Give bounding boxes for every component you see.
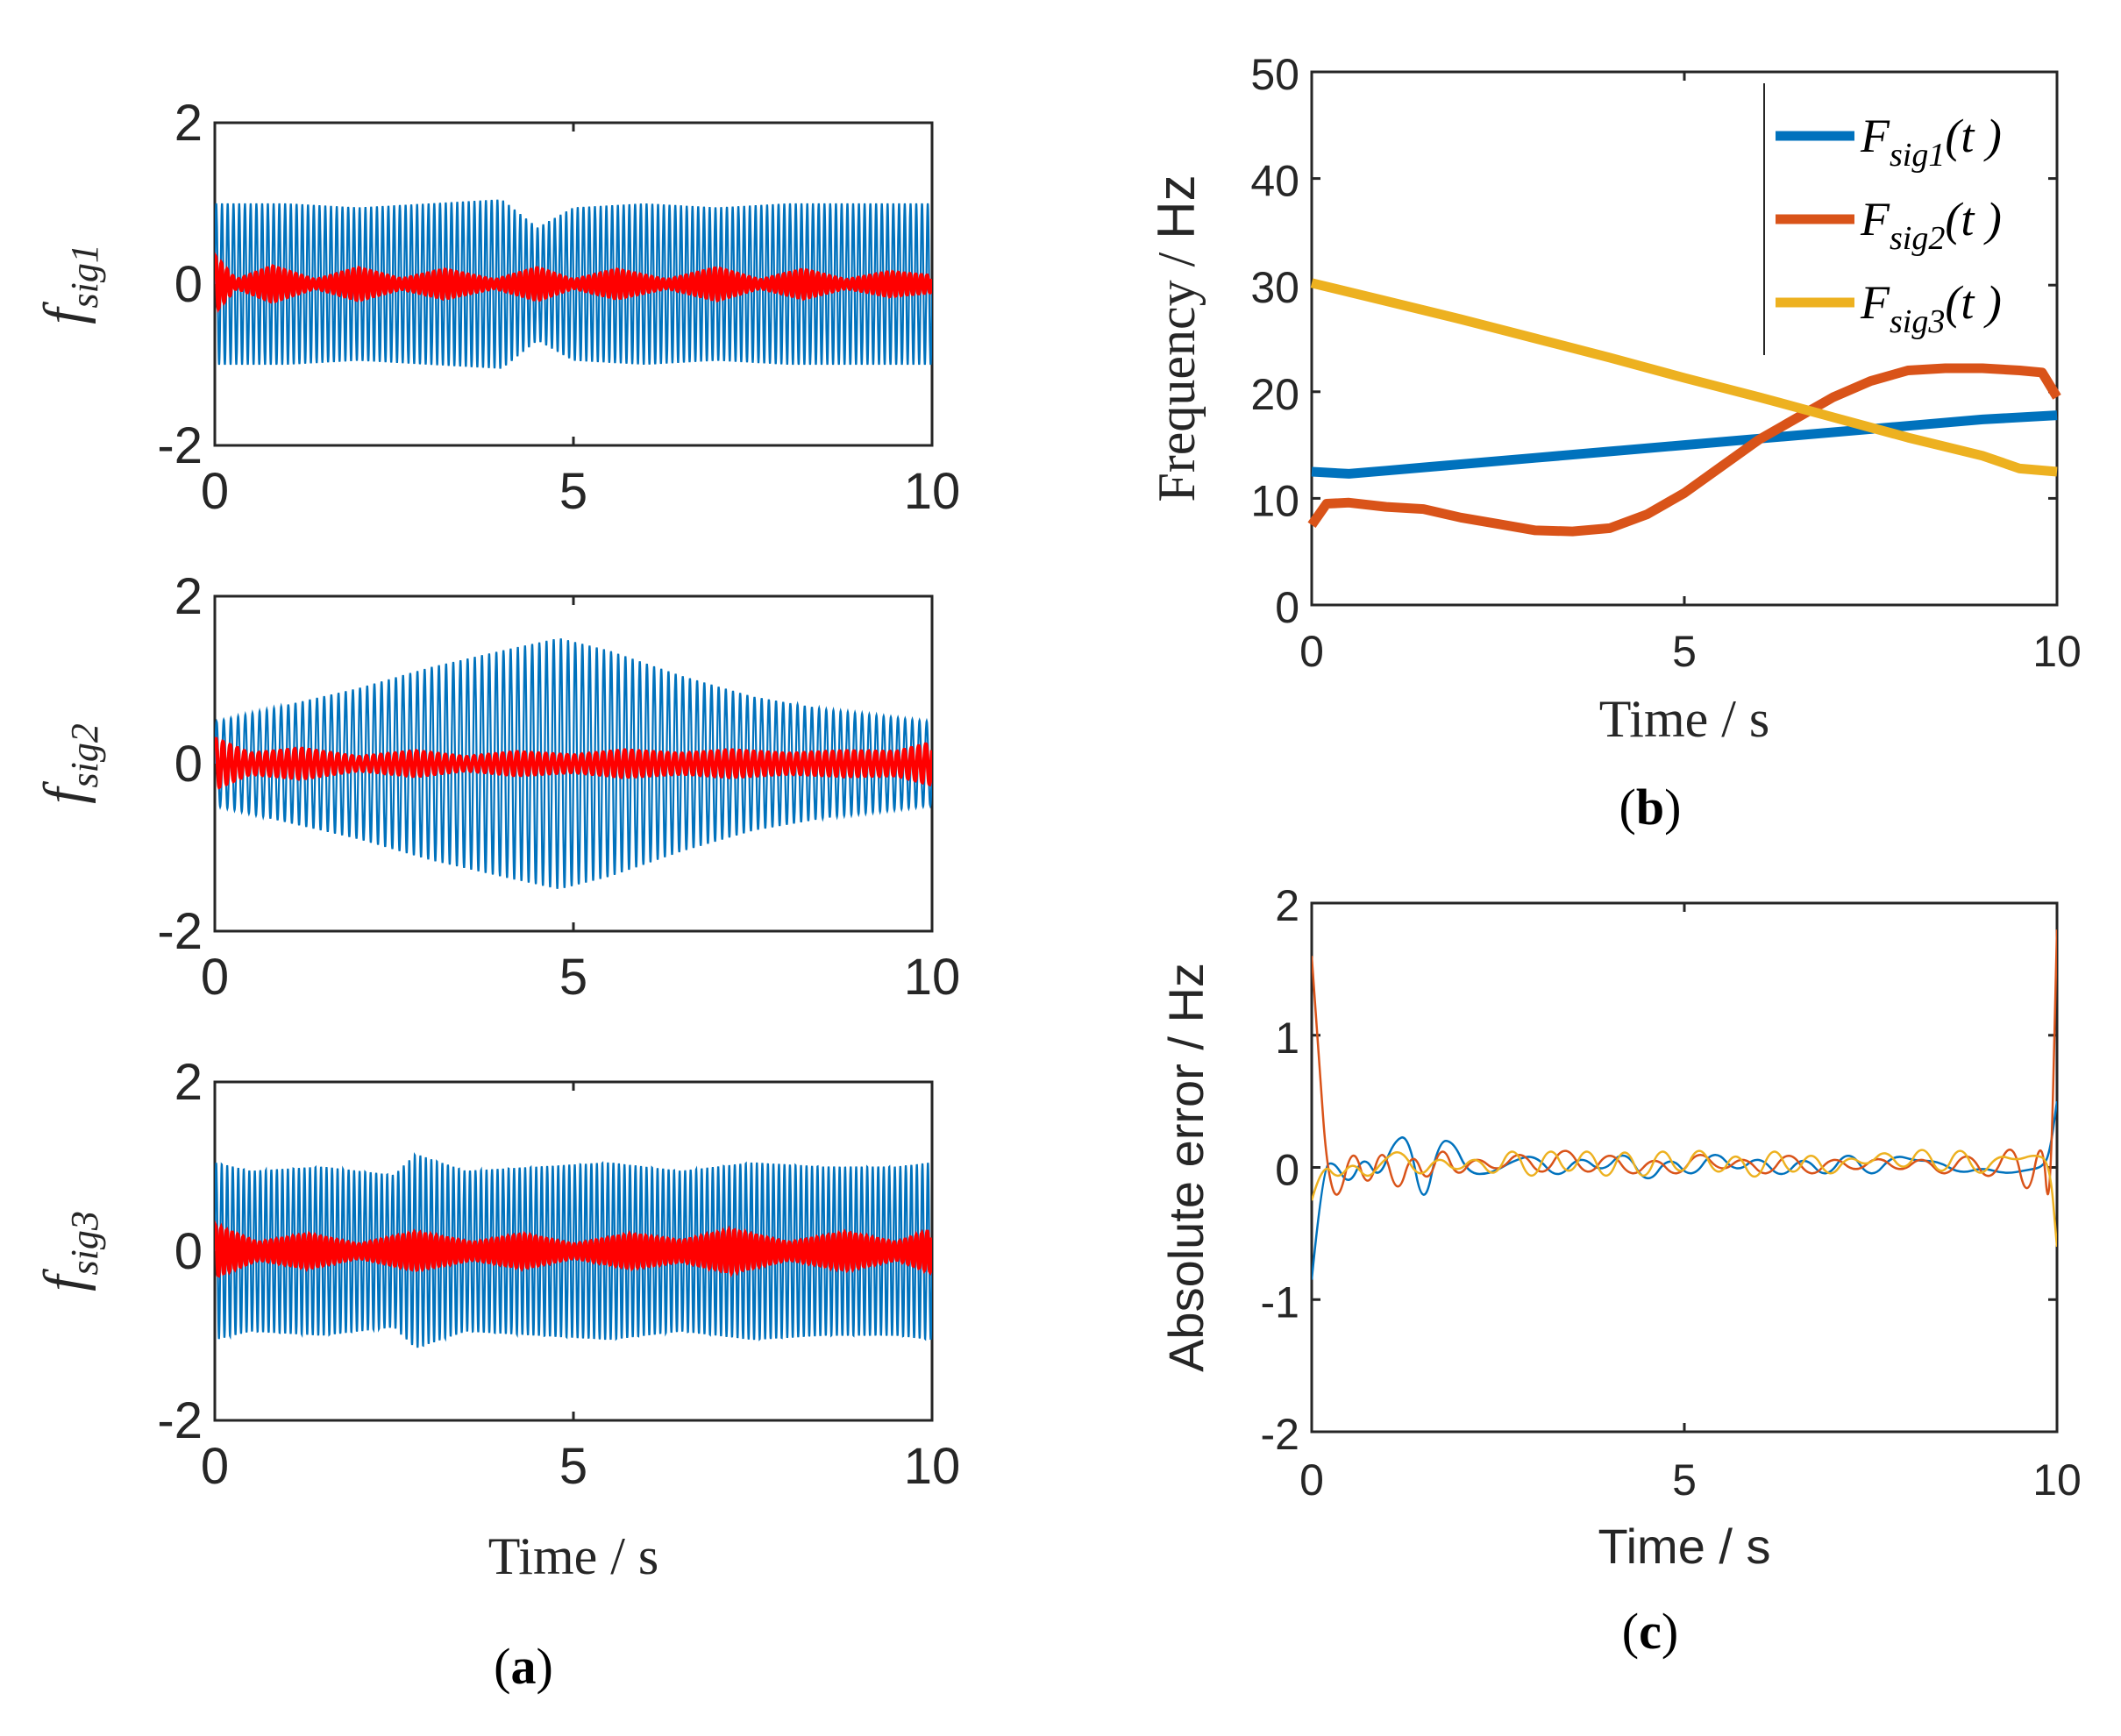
y-tick-label: -2 [157,1392,203,1449]
legend-label: Fsig3(t ) [1860,276,2002,340]
y-tick-label: 0 [1275,583,1299,632]
y-axis-label: Absolute error / Hz [1158,963,1214,1372]
x-axis-label: Time / s [488,1527,659,1585]
y-tick-label: 2 [174,568,203,625]
x-tick-label: 0 [201,949,229,1006]
y-tick-label: 10 [1250,476,1299,525]
x-tick-label: 5 [559,949,587,1006]
y-tick-label: 2 [1275,881,1299,930]
error-series [215,1220,932,1278]
x-tick-label: 5 [559,463,587,520]
y-tick-label: 30 [1250,263,1299,312]
caption-b: (b) [1619,779,1682,836]
y-tick-label: 0 [174,736,203,793]
y-tick-label: 20 [1250,370,1299,419]
y-tick-label: -1 [1261,1277,1299,1327]
x-tick-label: 10 [2032,627,2082,676]
y-tick-label: 50 [1250,50,1299,99]
x-tick-label: 10 [904,1438,961,1495]
y-axis-label: Frequency / Hz [1147,174,1206,502]
x-tick-label: 5 [1672,627,1697,676]
y-tick-label: 2 [174,95,203,152]
x-tick-label: 0 [1299,1455,1324,1505]
x-tick-label: 10 [904,949,961,1006]
y-tick-label: 0 [1275,1146,1299,1195]
y-tick-label: -2 [157,417,203,474]
error-series [1312,929,2057,1196]
x-axis-label: Time / s [1599,690,1770,748]
frequency-series [1311,410,2058,479]
legend: Fsig1(t ) Fsig2(t ) Fsig3(t ) [1763,83,2002,355]
panel-b: 0 5 10 0 10 20 30 40 50 Frequency / Hz Time / s Fsi… [1147,50,2082,748]
y-axis-label: fsig1 [32,244,106,324]
caption-a: (a) [494,1638,553,1695]
y-tick-label: 2 [174,1054,203,1111]
y-tick-label: 0 [174,256,203,313]
panel-c: 0 5 10 -2 -1 0 1 2 Absolute error / Hz Time / s [1158,881,2082,1574]
y-tick-label: -2 [1261,1410,1299,1459]
legend-label: Fsig2(t ) [1860,193,2002,257]
x-tick-label: 5 [1672,1455,1697,1505]
x-axis-label: Time / s [1598,1519,1770,1574]
y-tick-label: 1 [1275,1014,1299,1063]
x-tick-label: 0 [1299,627,1324,676]
y-axis-label: fsig3 [32,1211,106,1291]
x-tick-label: 10 [904,463,961,520]
y-tick-label: -2 [157,903,203,960]
error-series [1312,1100,2057,1280]
x-tick-label: 10 [2032,1455,2082,1505]
frequency-series [1307,363,2061,537]
y-axis-label: fsig2 [32,723,106,804]
error-series [215,736,932,790]
y-tick-label: 40 [1250,157,1299,206]
legend-label: Fsig1(t ) [1860,110,2002,174]
caption-c: (c) [1622,1603,1678,1660]
x-tick-label: 0 [201,463,229,520]
x-tick-label: 5 [559,1438,587,1495]
y-tick-label: 0 [174,1223,203,1280]
error-series [1312,1149,2057,1248]
error-series [215,252,932,313]
frequency-series [1310,278,2058,477]
x-tick-label: 0 [201,1438,229,1495]
